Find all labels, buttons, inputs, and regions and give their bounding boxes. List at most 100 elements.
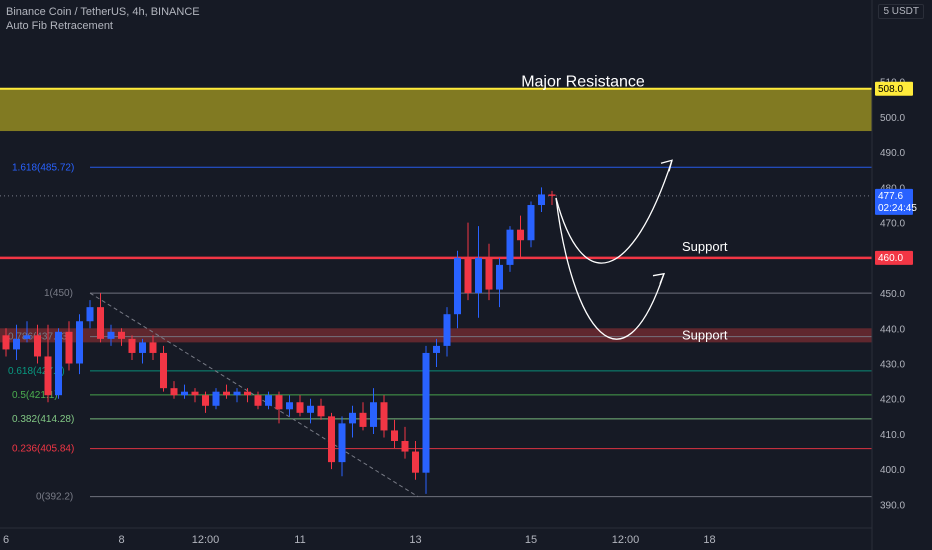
candle-body <box>506 229 514 265</box>
candle-body <box>286 402 293 410</box>
candle-body <box>13 338 20 350</box>
candle-body <box>349 412 356 424</box>
candle-body <box>443 314 451 346</box>
candle-body <box>412 451 419 473</box>
time-axis[interactable]: 6 8 12:00 11 13 15 12:00 18 <box>0 527 872 546</box>
major-resistance-label: Major Resistance <box>521 74 645 91</box>
candle-body <box>44 356 52 396</box>
candle-body <box>265 395 272 406</box>
support-label-lower: Support <box>682 327 728 342</box>
candle-body <box>401 440 409 452</box>
candle-body <box>128 338 136 353</box>
candle-body <box>338 423 346 463</box>
fib-level-label: 0(392.2) <box>36 492 73 503</box>
candle-body <box>191 391 199 396</box>
projection-arrow-upper <box>555 160 673 264</box>
fib-retracement-layer: 1.618(485.72)1(450)0.786(437.63)0.618(42… <box>8 162 872 503</box>
candle-body <box>538 194 545 206</box>
candle-body <box>118 331 125 339</box>
candle-body <box>76 321 83 364</box>
time-tick-label: 11 <box>294 534 305 546</box>
candle-body <box>328 416 335 463</box>
price-tick-label: 420.0 <box>880 395 905 406</box>
time-tick-label: 6 <box>3 534 9 546</box>
price-tick-label: 490.0 <box>880 148 905 159</box>
candle-body <box>2 335 10 350</box>
fib-level-label: 1.618(485.72) <box>12 162 74 173</box>
candle-body <box>517 229 524 241</box>
candle-body <box>170 388 178 396</box>
price-tag-box <box>875 188 913 215</box>
candle-body <box>464 257 472 294</box>
candle-body <box>370 402 377 427</box>
candle-body <box>181 391 188 396</box>
candle-body <box>391 430 398 441</box>
price-tick-label: 430.0 <box>880 360 905 371</box>
candles-layer <box>2 187 556 494</box>
candle-body <box>307 405 314 413</box>
fib-level-label: 0.382(414.28) <box>12 414 74 425</box>
candle-body <box>139 342 146 353</box>
candle-body <box>433 345 440 353</box>
resistance-zone <box>0 88 872 132</box>
fib-level-label: 0.236(405.84) <box>12 444 74 455</box>
candle-body <box>86 307 94 322</box>
support-label-upper: Support <box>682 239 728 254</box>
price-tick-label: 470.0 <box>880 219 905 230</box>
candle-body <box>233 391 241 396</box>
time-tick-label: 8 <box>118 534 124 546</box>
time-tick-label: 12:00 <box>192 534 220 546</box>
zones-layer <box>0 87 872 343</box>
candle-body <box>254 395 262 406</box>
candle-body <box>223 391 230 396</box>
candle-body <box>275 395 283 410</box>
arrowhead-lower <box>652 272 666 284</box>
candle-body <box>65 331 73 364</box>
candle-body <box>317 405 325 417</box>
candle-body <box>548 194 556 196</box>
fib-level-label: 0.618(427.9) <box>8 366 65 377</box>
time-tick-label: 12:00 <box>612 534 640 546</box>
symbol-title: Binance Coin / TetherUS, 4h, BINANCE <box>6 6 200 18</box>
candle-body <box>422 352 430 473</box>
price-tag-box <box>875 81 913 96</box>
candle-body <box>454 257 461 315</box>
candle-body <box>202 395 209 406</box>
fib-trend-line <box>89 292 419 498</box>
projection-arrow-lower <box>555 197 665 340</box>
price-tick-label: 500.0 <box>880 113 905 124</box>
candle-body <box>23 335 31 339</box>
price-tag-box <box>875 250 913 265</box>
fib-level-label: 1(450) <box>44 288 73 299</box>
price-tag-label: 477.6 <box>878 191 903 202</box>
candle-body <box>296 402 304 413</box>
price-tick-label: 390.0 <box>880 500 905 511</box>
fib-level-label: 0.5(421.1) <box>12 390 58 401</box>
candle-body <box>496 264 503 290</box>
candle-body <box>485 257 493 290</box>
candle-body <box>380 402 388 431</box>
price-tick-label: 400.0 <box>880 465 905 476</box>
candle-body <box>475 257 482 294</box>
time-tick-label: 15 <box>525 534 537 546</box>
price-tag-label: 460.0 <box>878 253 903 264</box>
price-tick-label: 440.0 <box>880 324 905 335</box>
support-zone <box>0 328 872 343</box>
annotation-layer: Major Resistance Support Support <box>521 74 728 343</box>
candle-body <box>244 391 251 396</box>
candle-body <box>55 331 62 396</box>
indicator-title: Auto Fib Retracement <box>6 20 113 32</box>
time-tick-label: 13 <box>409 534 421 546</box>
currency-unit-badge[interactable]: 5 USDT <box>878 4 924 19</box>
candle-body <box>160 352 167 389</box>
candle-body <box>34 335 41 357</box>
candle-body <box>97 307 104 339</box>
time-tick-label: 18 <box>703 534 715 546</box>
candle-body <box>107 331 115 339</box>
price-axis[interactable]: 510.0500.0490.0480.0470.0450.0440.0430.0… <box>871 0 932 550</box>
arrowhead-upper <box>660 159 673 172</box>
candle-body <box>149 342 157 353</box>
price-tag-label: 02:24:45 <box>878 203 917 214</box>
candle-body <box>212 391 220 406</box>
